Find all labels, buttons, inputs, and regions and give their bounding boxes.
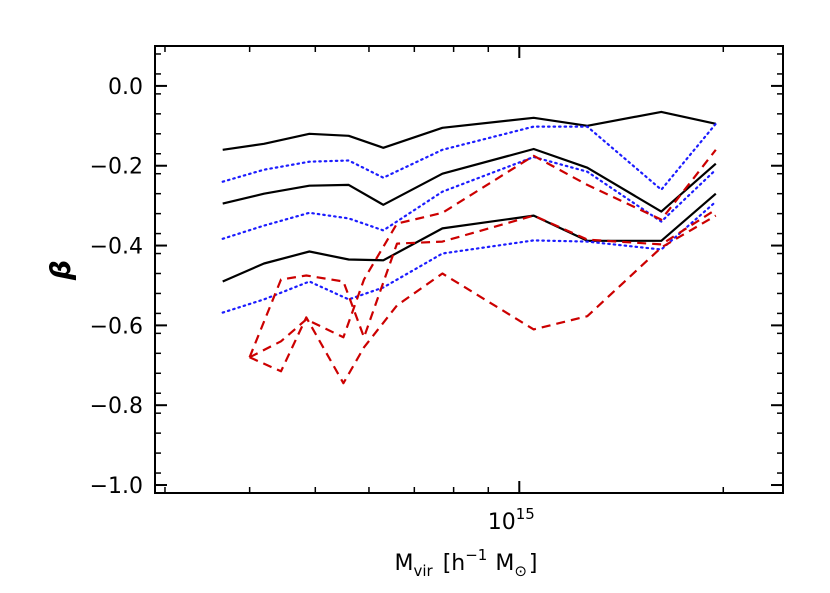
y-axis-label: β	[44, 260, 77, 281]
plot-frame	[154, 45, 784, 494]
y-tick-label: −0.6	[90, 314, 143, 339]
series-layer	[221, 110, 717, 385]
series-line-3-solid	[222, 192, 717, 283]
series-line-9-dashed	[249, 214, 717, 385]
x-label-unit-m: M	[495, 551, 514, 576]
series-line-5-dotted	[221, 155, 717, 240]
tick-labels-layer: 0.0 −0.2 −0.4 −0.6 −0.8 −1.0 1015	[90, 75, 535, 535]
y-tick-label: −0.2	[90, 155, 143, 180]
series-line-8-dashed	[248, 208, 717, 358]
y-tick-label: 0.0	[108, 75, 143, 100]
x-label-bracket-open: [	[443, 551, 452, 576]
series-line-6-dotted	[221, 200, 717, 314]
x-label-main: M	[394, 551, 413, 576]
x-tick-label: 1015	[488, 505, 535, 535]
series-line-4-dotted	[221, 122, 717, 191]
series-line-1-solid	[222, 110, 717, 151]
y-tick-label: −0.4	[90, 235, 143, 260]
y-tick-label: −1.0	[90, 474, 143, 499]
ticks-layer	[155, 46, 783, 494]
x-label-sub: vir	[413, 562, 433, 580]
x-label-unit-h: h	[451, 551, 465, 576]
x-label-sun: ⊙	[514, 562, 527, 580]
x-axis-label: Mvir [h−1 M⊙]	[394, 546, 537, 580]
x-label-bracket-close: ]	[529, 551, 538, 576]
x-label-unit-exp: −1	[465, 546, 487, 564]
y-tick-label: −0.8	[90, 394, 143, 419]
series-line-2-solid	[222, 147, 717, 213]
